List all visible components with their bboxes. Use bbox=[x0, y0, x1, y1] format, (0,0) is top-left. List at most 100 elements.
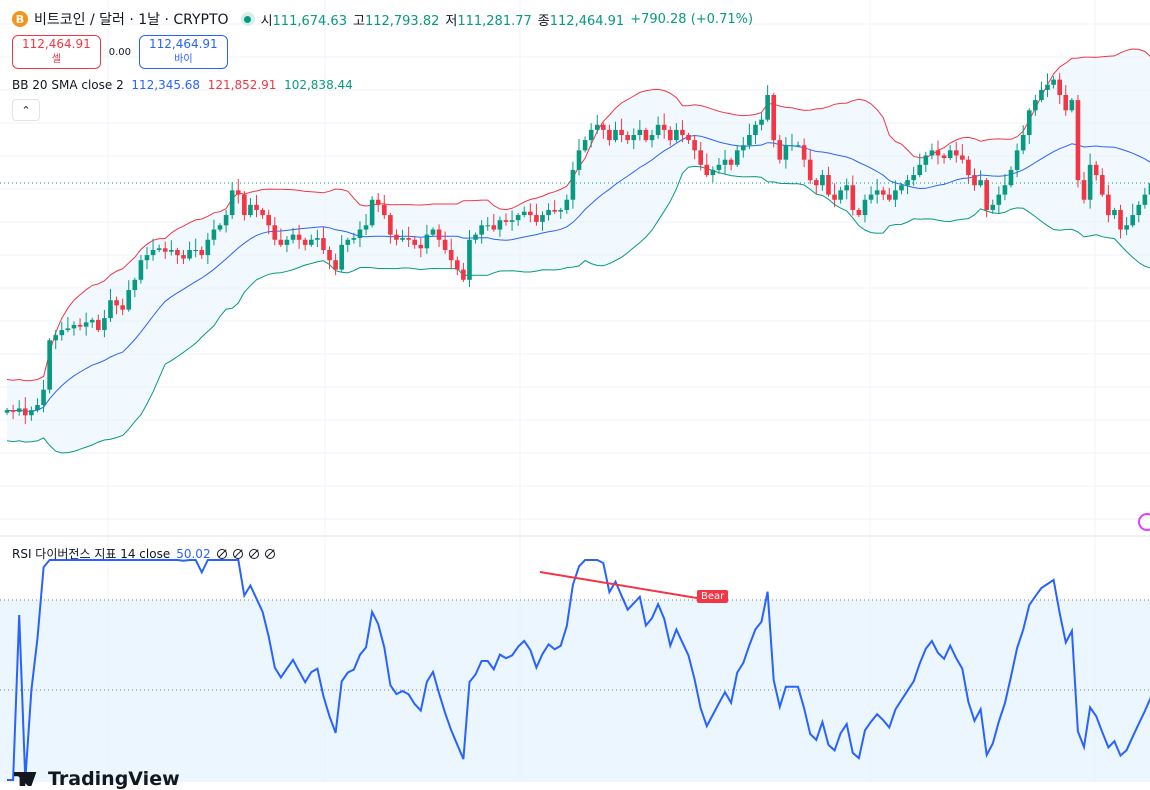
candle-body bbox=[16, 408, 22, 412]
candle-body bbox=[10, 410, 16, 412]
candle bbox=[649, 129, 655, 148]
change-value: +790.28 (+0.71%) bbox=[630, 11, 754, 27]
candle bbox=[1014, 143, 1020, 178]
candle-body bbox=[631, 135, 637, 141]
candle bbox=[588, 123, 594, 148]
candle-body bbox=[467, 239, 472, 280]
candle bbox=[619, 118, 624, 143]
candle-body bbox=[789, 145, 795, 147]
candle-body bbox=[698, 150, 704, 165]
candle bbox=[308, 234, 314, 248]
rsi-pane bbox=[0, 559, 1150, 782]
candle bbox=[747, 123, 752, 150]
candle-body bbox=[1033, 100, 1038, 111]
candle-body bbox=[448, 249, 454, 261]
candle-body bbox=[77, 324, 83, 327]
candle-body bbox=[175, 249, 180, 256]
sell-button[interactable]: 112,464.91 셀 bbox=[12, 35, 101, 69]
na-value-icon bbox=[248, 548, 259, 559]
candle-body bbox=[777, 140, 783, 160]
candle bbox=[65, 317, 71, 333]
candle bbox=[880, 186, 886, 201]
candle-body bbox=[893, 190, 898, 200]
candle bbox=[485, 217, 491, 231]
candle-body bbox=[491, 225, 497, 230]
candle bbox=[1069, 97, 1075, 113]
candle-body bbox=[71, 324, 77, 329]
candle bbox=[643, 127, 649, 143]
candle-body bbox=[953, 150, 959, 156]
indicator-icon[interactable] bbox=[1138, 513, 1150, 531]
collapse-legend-button[interactable]: ⌃ bbox=[12, 99, 40, 121]
candle bbox=[984, 178, 989, 218]
candle-body bbox=[1099, 175, 1105, 195]
candle bbox=[1020, 125, 1026, 155]
candle-body bbox=[473, 234, 478, 240]
bb-basis-line bbox=[6, 134, 1150, 412]
buy-button[interactable]: 112,464.91 바이 bbox=[138, 35, 228, 69]
candle bbox=[156, 244, 162, 253]
candle bbox=[1112, 207, 1117, 219]
candle-body bbox=[619, 129, 624, 136]
candle-body bbox=[564, 199, 570, 210]
candle bbox=[369, 196, 375, 228]
candle-body bbox=[156, 248, 162, 250]
bb-legend[interactable]: BB 20 SMA close 2 112,345.68 121,852.91 … bbox=[12, 78, 353, 92]
candle bbox=[406, 226, 411, 248]
candle-body bbox=[1069, 100, 1075, 111]
symbol-title[interactable]: 비트코인 / 달러 · 1날 · CRYPTO bbox=[34, 12, 229, 28]
candle bbox=[4, 407, 10, 415]
candle-body bbox=[369, 199, 375, 226]
candle bbox=[515, 212, 521, 226]
candle-body bbox=[844, 185, 850, 191]
candle-body bbox=[321, 238, 326, 250]
candle-body bbox=[461, 269, 466, 280]
candle bbox=[1033, 94, 1038, 116]
candle bbox=[1093, 161, 1099, 181]
candle-body bbox=[1014, 150, 1020, 170]
candle-body bbox=[400, 238, 405, 240]
candle bbox=[284, 236, 290, 253]
candle-body bbox=[388, 215, 393, 235]
na-value-icon bbox=[216, 548, 227, 559]
candle-body bbox=[351, 238, 357, 240]
candle bbox=[637, 120, 643, 141]
candle-body bbox=[1124, 225, 1129, 230]
candle-body bbox=[248, 204, 253, 216]
candle bbox=[1063, 85, 1069, 116]
candle bbox=[35, 398, 40, 413]
tradingview-logo[interactable]: TradingView bbox=[14, 768, 180, 790]
candle-body bbox=[704, 164, 710, 176]
candle-body bbox=[345, 239, 351, 245]
candle bbox=[960, 144, 965, 164]
candle-body bbox=[479, 225, 484, 235]
candle bbox=[534, 203, 539, 226]
rsi-legend[interactable]: RSI 다이버전스 지표 14 close 50.02 bbox=[12, 545, 275, 562]
candle-body bbox=[1008, 169, 1014, 186]
candle bbox=[826, 166, 831, 197]
candle-body bbox=[394, 234, 399, 240]
candle bbox=[448, 238, 454, 270]
candle bbox=[351, 232, 357, 244]
candle bbox=[1106, 184, 1111, 223]
candle-body bbox=[935, 150, 941, 156]
candle-body bbox=[217, 225, 223, 230]
candle-body bbox=[162, 248, 168, 252]
candle-body bbox=[874, 190, 880, 195]
open-label: 시 bbox=[260, 13, 273, 29]
close-label: 종 bbox=[537, 13, 550, 29]
candle-body bbox=[838, 190, 843, 200]
candle-body bbox=[546, 209, 551, 216]
buy-label: 바이 bbox=[174, 54, 193, 65]
candle-body bbox=[887, 194, 892, 200]
candle-body bbox=[169, 249, 174, 252]
candle bbox=[594, 114, 600, 134]
candle bbox=[631, 128, 637, 150]
candle bbox=[169, 240, 174, 256]
candle-body bbox=[242, 194, 247, 216]
candle bbox=[1124, 217, 1129, 236]
candle bbox=[10, 404, 16, 420]
candle bbox=[41, 379, 46, 413]
candle-body bbox=[990, 204, 996, 210]
